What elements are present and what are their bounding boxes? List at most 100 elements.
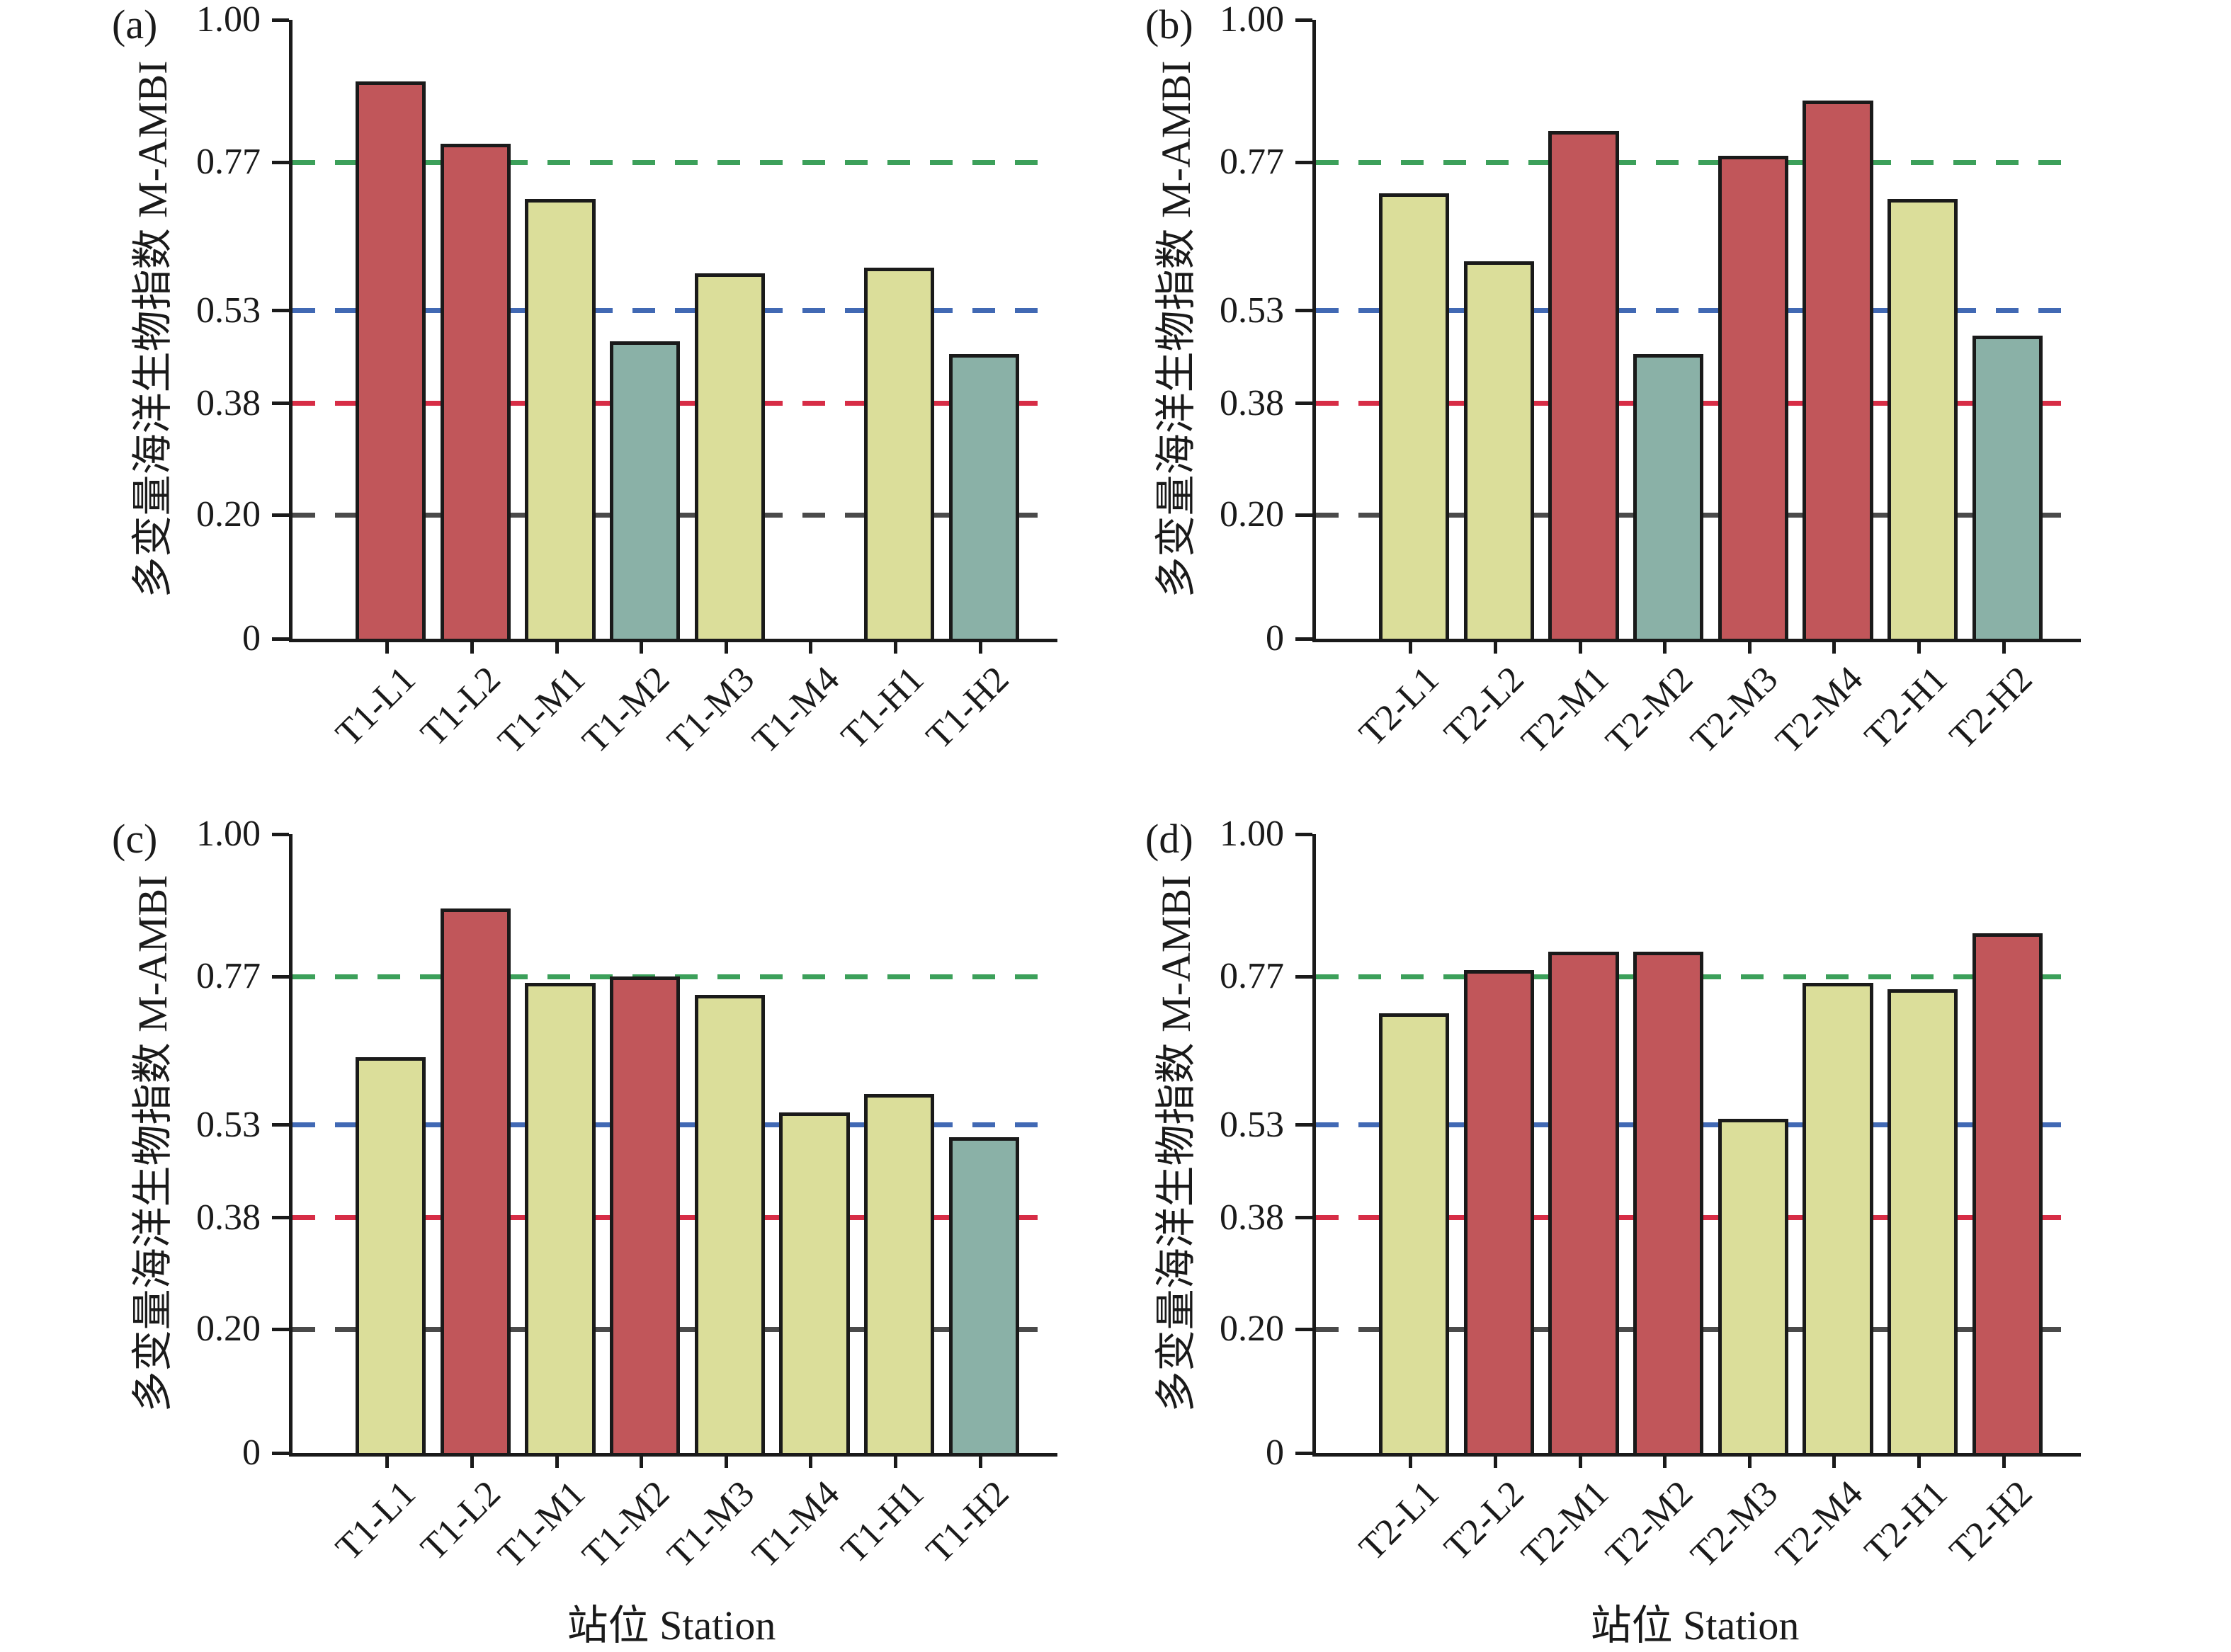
y-tick-mark — [1295, 1123, 1312, 1127]
bar-T1-H2 — [948, 353, 1019, 639]
bar-slot-T2-H2 — [1965, 20, 2050, 639]
x-tick-mark — [724, 642, 728, 654]
x-tick-mark — [894, 642, 898, 654]
x-tick-mark — [978, 1457, 982, 1468]
x-tick-label-text: T2-H1 — [1857, 1473, 1955, 1571]
y-tick-mark — [1295, 832, 1312, 836]
x-tick-mark — [1409, 642, 1413, 654]
bar-slot-T1-M1 — [518, 834, 603, 1453]
y-tick-label: 1.00 — [196, 814, 261, 854]
x-tick-mark — [809, 1457, 813, 1468]
x-tick-label-text: T1-M1 — [490, 1473, 593, 1576]
bar-T2-M2 — [1633, 952, 1704, 1453]
y-tick-mark — [272, 637, 289, 641]
bar-slot-T1-M3 — [688, 834, 773, 1453]
y-tick-label: 0 — [1266, 618, 1284, 659]
y-tick-label: 0.53 — [196, 1104, 261, 1145]
bar-slot-T2-M1 — [1541, 20, 1626, 639]
y-tick-mark — [1295, 401, 1312, 406]
x-tick-mark — [1832, 1457, 1837, 1468]
y-tick-label: 0.38 — [1220, 1197, 1284, 1238]
x-tick-mark — [1578, 1457, 1582, 1468]
x-tick-mark — [1747, 642, 1752, 654]
x-tick-label-text: T2-L1 — [1351, 1473, 1447, 1568]
bar-slot-T1-M1 — [518, 20, 603, 639]
panel-c-label: (c) — [112, 816, 158, 862]
bar-T1-M1 — [525, 982, 596, 1453]
panel-a: (a) 多变量海洋生物指数 M-AMBI 0 0.20 0.38 0.53 0.77 1.… — [0, 0, 1116, 814]
y-tick-label: 0.53 — [1220, 1104, 1284, 1145]
bar-slot-T2-L2 — [1457, 834, 1542, 1453]
x-tick-mark — [978, 642, 982, 654]
bar-T2-H1 — [1887, 989, 1958, 1453]
reference-line-0.77 — [1316, 159, 2081, 165]
x-tick-label-text: T1-L2 — [413, 1473, 509, 1568]
x-tick-mark — [1832, 642, 1837, 654]
bar-T1-M2 — [610, 976, 681, 1453]
x-tick-label-text: T2-M3 — [1683, 1473, 1786, 1576]
bar-slot-T1-M3 — [688, 20, 773, 639]
x-tick-label-text: T1-H2 — [918, 1473, 1017, 1571]
bar-T2-M2 — [1633, 353, 1704, 639]
bar-T1-H1 — [863, 1094, 935, 1453]
x-tick-mark — [1493, 642, 1497, 654]
panel-b: (b) 多变量海洋生物指数 M-AMBI 0 0.20 0.38 0.53 0.77 1.… — [1116, 0, 2231, 814]
bar-slot-T1-H1 — [857, 20, 942, 639]
bar-T2-H2 — [1972, 933, 2043, 1453]
y-tick-mark — [272, 18, 289, 22]
y-tick-label: 0.53 — [1220, 290, 1284, 331]
x-tick-mark — [1663, 642, 1667, 654]
bar-slot-T1-H2 — [941, 20, 1026, 639]
x-tick-mark — [1917, 642, 1921, 654]
y-tick-label: 0 — [1266, 1432, 1284, 1473]
bar-T1-L1 — [356, 1056, 426, 1453]
x-tick-label-text: T2-M1 — [1514, 659, 1616, 762]
bar-T1-M1 — [525, 199, 596, 639]
x-tick-label-text: T2-M4 — [1768, 1473, 1870, 1576]
bar-slot-T2-L1 — [1372, 20, 1457, 639]
bar-T2-M3 — [1718, 156, 1788, 639]
x-tick-label-text: T2-L2 — [1436, 659, 1532, 754]
y-tick-label: 0.77 — [1220, 956, 1284, 997]
reference-line-0.53 — [293, 308, 1057, 314]
bar-slot-T2-M2 — [1626, 834, 1711, 1453]
y-tick-label: 1.00 — [196, 0, 261, 40]
bar-slot-T1-H1 — [857, 834, 942, 1453]
y-tick-label: 1.00 — [1220, 0, 1284, 40]
x-tick-mark — [1578, 642, 1582, 654]
x-tick-mark — [385, 1457, 390, 1468]
y-tick-mark — [1295, 1451, 1312, 1455]
x-tick-mark — [1493, 1457, 1497, 1468]
x-tick-label-text: T2-M2 — [1599, 1473, 1701, 1576]
x-tick-mark — [470, 642, 474, 654]
bar-T2-L1 — [1379, 1013, 1450, 1453]
y-tick-label: 0.77 — [196, 956, 261, 997]
bar-slot-T2-M4 — [1795, 834, 1880, 1453]
x-tick-label-text: T1-M3 — [659, 659, 763, 762]
bar-T1-L2 — [440, 908, 511, 1453]
y-tick-mark — [272, 1327, 289, 1331]
x-tick-label-text: T1-M2 — [575, 1473, 678, 1576]
y-tick-label: 0.38 — [196, 1197, 261, 1238]
bar-slot-T1-L1 — [348, 834, 433, 1453]
x-tick-label-text: T2-M1 — [1514, 1473, 1616, 1576]
bar-T2-M4 — [1803, 100, 1873, 639]
bar-T2-L1 — [1379, 193, 1450, 639]
bar-T1-M2 — [610, 341, 681, 639]
x-tick-label-text: T2-L1 — [1351, 659, 1447, 754]
x-tick-mark — [724, 1457, 728, 1468]
panel-b-plot-area — [1312, 20, 2081, 642]
bar-T1-L2 — [440, 143, 511, 639]
reference-line-0.53 — [1316, 308, 2081, 314]
bar-slot-T1-L2 — [433, 20, 518, 639]
bar-slot-T1-L1 — [348, 20, 433, 639]
bar-slot-T2-H1 — [1880, 834, 1965, 1453]
x-tick-mark — [2002, 1457, 2006, 1468]
x-tick-mark — [640, 642, 644, 654]
x-tick-label-text: T2-H2 — [1941, 659, 2040, 757]
x-tick-label-text: T1-H1 — [834, 659, 932, 757]
y-tick-label: 0 — [242, 1432, 261, 1473]
y-tick-label: 0 — [242, 618, 261, 659]
x-tick-mark — [470, 1457, 474, 1468]
panel-b-label: (b) — [1145, 1, 1193, 47]
